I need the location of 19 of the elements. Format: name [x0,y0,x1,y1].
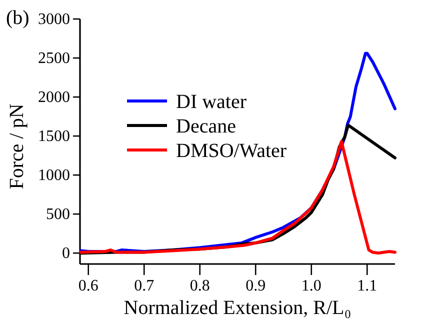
legend-label: Decane [176,116,236,138]
y-tick-label: 1500 [38,128,70,146]
y-tick-label: 500 [46,206,70,224]
x-tick-label: 1.1 [357,277,378,294]
y-tick-label: 3000 [38,11,70,28]
x-tick-label: 1.0 [301,277,322,294]
y-tick-label: 2500 [38,50,70,68]
x-tick-label: 0.6 [78,277,98,294]
y-axis-title: Force / pN [6,104,28,190]
x-tick-label: 0.8 [190,277,210,294]
y-tick-label: 0 [62,245,70,262]
legend-label: DI water [176,91,247,113]
y-tick-label: 1000 [38,167,70,184]
x-axis-title: Normalized Extension, R/L₀ [124,297,352,319]
x-tick-label: 0.7 [134,277,154,294]
text: (b) [6,7,30,29]
y-tick-label: 2000 [38,89,70,106]
x-tick-label: 0.9 [246,277,266,294]
legend-label: DMSO/Water [176,140,287,162]
